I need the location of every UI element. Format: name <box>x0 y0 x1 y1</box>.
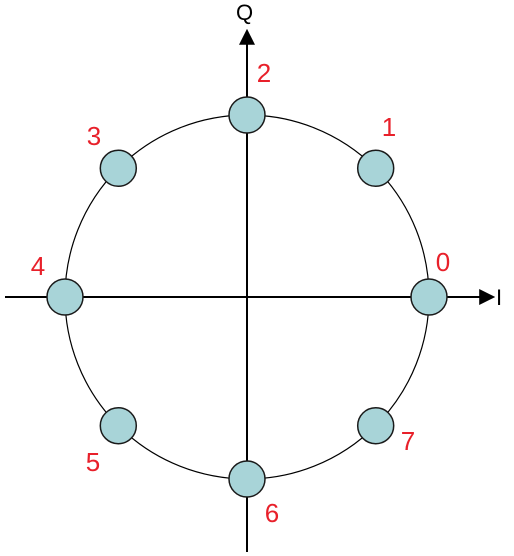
constellation-point-5 <box>99 406 138 445</box>
point-label-1: 1 <box>382 112 396 142</box>
constellation-point-1 <box>356 149 395 188</box>
q-axis-label: Q <box>236 0 253 25</box>
point-label-0: 0 <box>436 247 450 277</box>
constellation-points: 0 1 2 3 4 5 6 7 <box>31 58 450 528</box>
point-label-3: 3 <box>87 121 101 151</box>
point-label-2: 2 <box>257 58 271 88</box>
point-label-4: 4 <box>31 251 45 281</box>
constellation-point-3 <box>99 149 138 188</box>
point-label-5: 5 <box>86 447 100 477</box>
constellation-point-6 <box>228 460 266 498</box>
constellation-point-0 <box>410 278 448 316</box>
constellation-point-2 <box>228 96 266 134</box>
point-label-6: 6 <box>265 498 279 528</box>
constellation-point-7 <box>356 406 395 445</box>
i-axis-label: I <box>496 285 502 310</box>
constellation-point-4 <box>46 278 84 316</box>
point-label-7: 7 <box>401 426 415 456</box>
